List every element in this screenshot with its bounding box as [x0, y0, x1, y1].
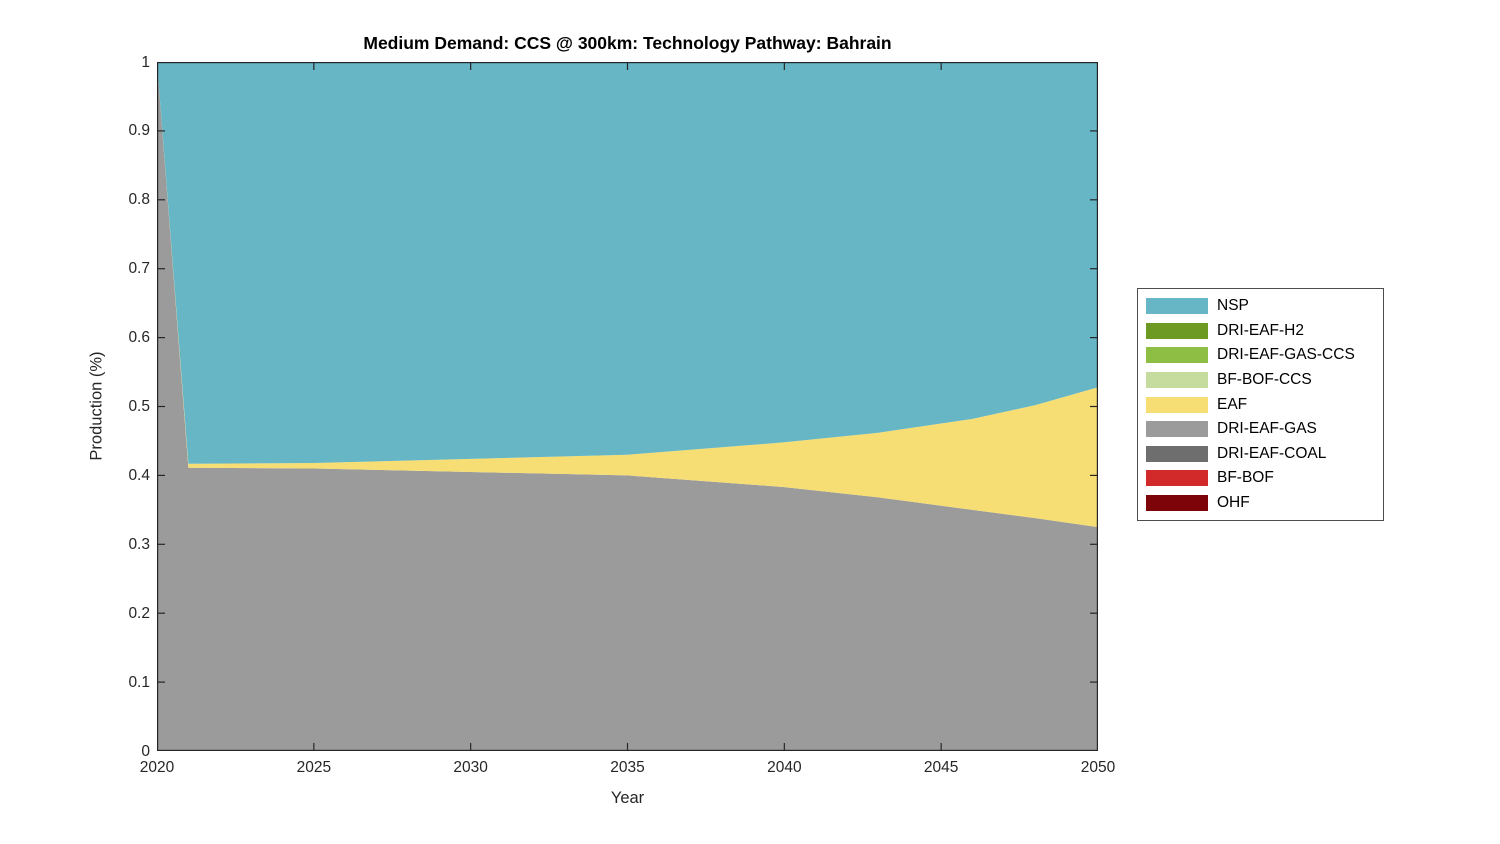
legend-item-label: BF-BOF-CCS [1217, 371, 1312, 389]
y-tick-label: 0 [141, 742, 150, 760]
y-tick-label: 0.9 [128, 122, 150, 140]
x-tick-label: 2050 [1080, 759, 1116, 776]
x-tick-label: 2020 [139, 759, 175, 776]
chart-title: Medium Demand: CCS @ 300km: Technology P… [363, 33, 892, 53]
y-tick-label: 1 [141, 53, 150, 71]
plot-border [157, 62, 1098, 751]
x-tick-label: 2035 [610, 759, 645, 776]
legend-item-label: DRI-EAF-H2 [1217, 321, 1304, 339]
y-tick-label: 0.3 [128, 535, 150, 553]
y-tick-label: 0.1 [128, 673, 150, 691]
x-axis-label: Year [610, 789, 645, 807]
legend-item-bf-bof: BF-BOF [1146, 466, 1379, 491]
legend-item-label: BF-BOF [1217, 469, 1274, 487]
legend-item-label: EAF [1217, 395, 1248, 413]
legend-item-label: OHF [1217, 494, 1250, 512]
legend-item-bf-bof-ccs: BF-BOF-CCS [1146, 368, 1379, 393]
legend-item-label: NSP [1217, 297, 1249, 315]
legend-item-dri-eaf-gas: DRI-EAF-GAS [1146, 417, 1379, 442]
legend-swatch [1146, 445, 1208, 462]
legend-swatch [1146, 347, 1208, 364]
legend-item-label: DRI-EAF-GAS [1217, 420, 1317, 438]
y-tick-label: 0.2 [128, 604, 150, 622]
legend-item-dri-eaf-gas-ccs: DRI-EAF-GAS-CCS [1146, 343, 1379, 368]
legend-swatch [1146, 322, 1208, 339]
plot-area [157, 62, 1098, 751]
legend-item-dri-eaf-h2: DRI-EAF-H2 [1146, 319, 1379, 344]
y-tick-label: 0.5 [128, 398, 150, 415]
legend-item-eaf: EAF [1146, 392, 1379, 417]
legend-item-dri-eaf-coal: DRI-EAF-COAL [1146, 442, 1379, 467]
x-tick-label: 2040 [767, 759, 802, 776]
legend-item-label: DRI-EAF-COAL [1217, 444, 1327, 462]
y-tick-label: 0.7 [128, 260, 150, 278]
legend-swatch [1146, 396, 1208, 413]
area-series-nsp [157, 62, 1098, 464]
area-series-eaf [157, 62, 1098, 528]
legend-swatch [1146, 470, 1208, 487]
y-tick-label: 0.4 [128, 466, 150, 484]
legend-item-nsp: NSP [1146, 294, 1379, 319]
legend-swatch [1146, 298, 1208, 315]
x-tick-label: 2045 [923, 759, 959, 776]
y-tick-label: 0.6 [128, 329, 150, 347]
axis-ticks [157, 62, 1098, 751]
legend-item-ohf: OHF [1146, 491, 1379, 516]
x-tick-label: 2025 [296, 759, 332, 776]
y-tick-label: 0.8 [128, 191, 150, 209]
legend-swatch [1146, 421, 1208, 438]
legend-swatch [1146, 372, 1208, 389]
area-series-dri-eaf-gas [157, 62, 1098, 751]
legend-item-label: DRI-EAF-GAS-CCS [1217, 346, 1355, 364]
legend-swatch [1146, 495, 1208, 512]
legend: NSP DRI-EAF-H2 DRI-EAF-GAS-CCS BF-BOF-CCS EA… [1137, 288, 1384, 522]
x-tick-label: 2030 [453, 759, 488, 776]
